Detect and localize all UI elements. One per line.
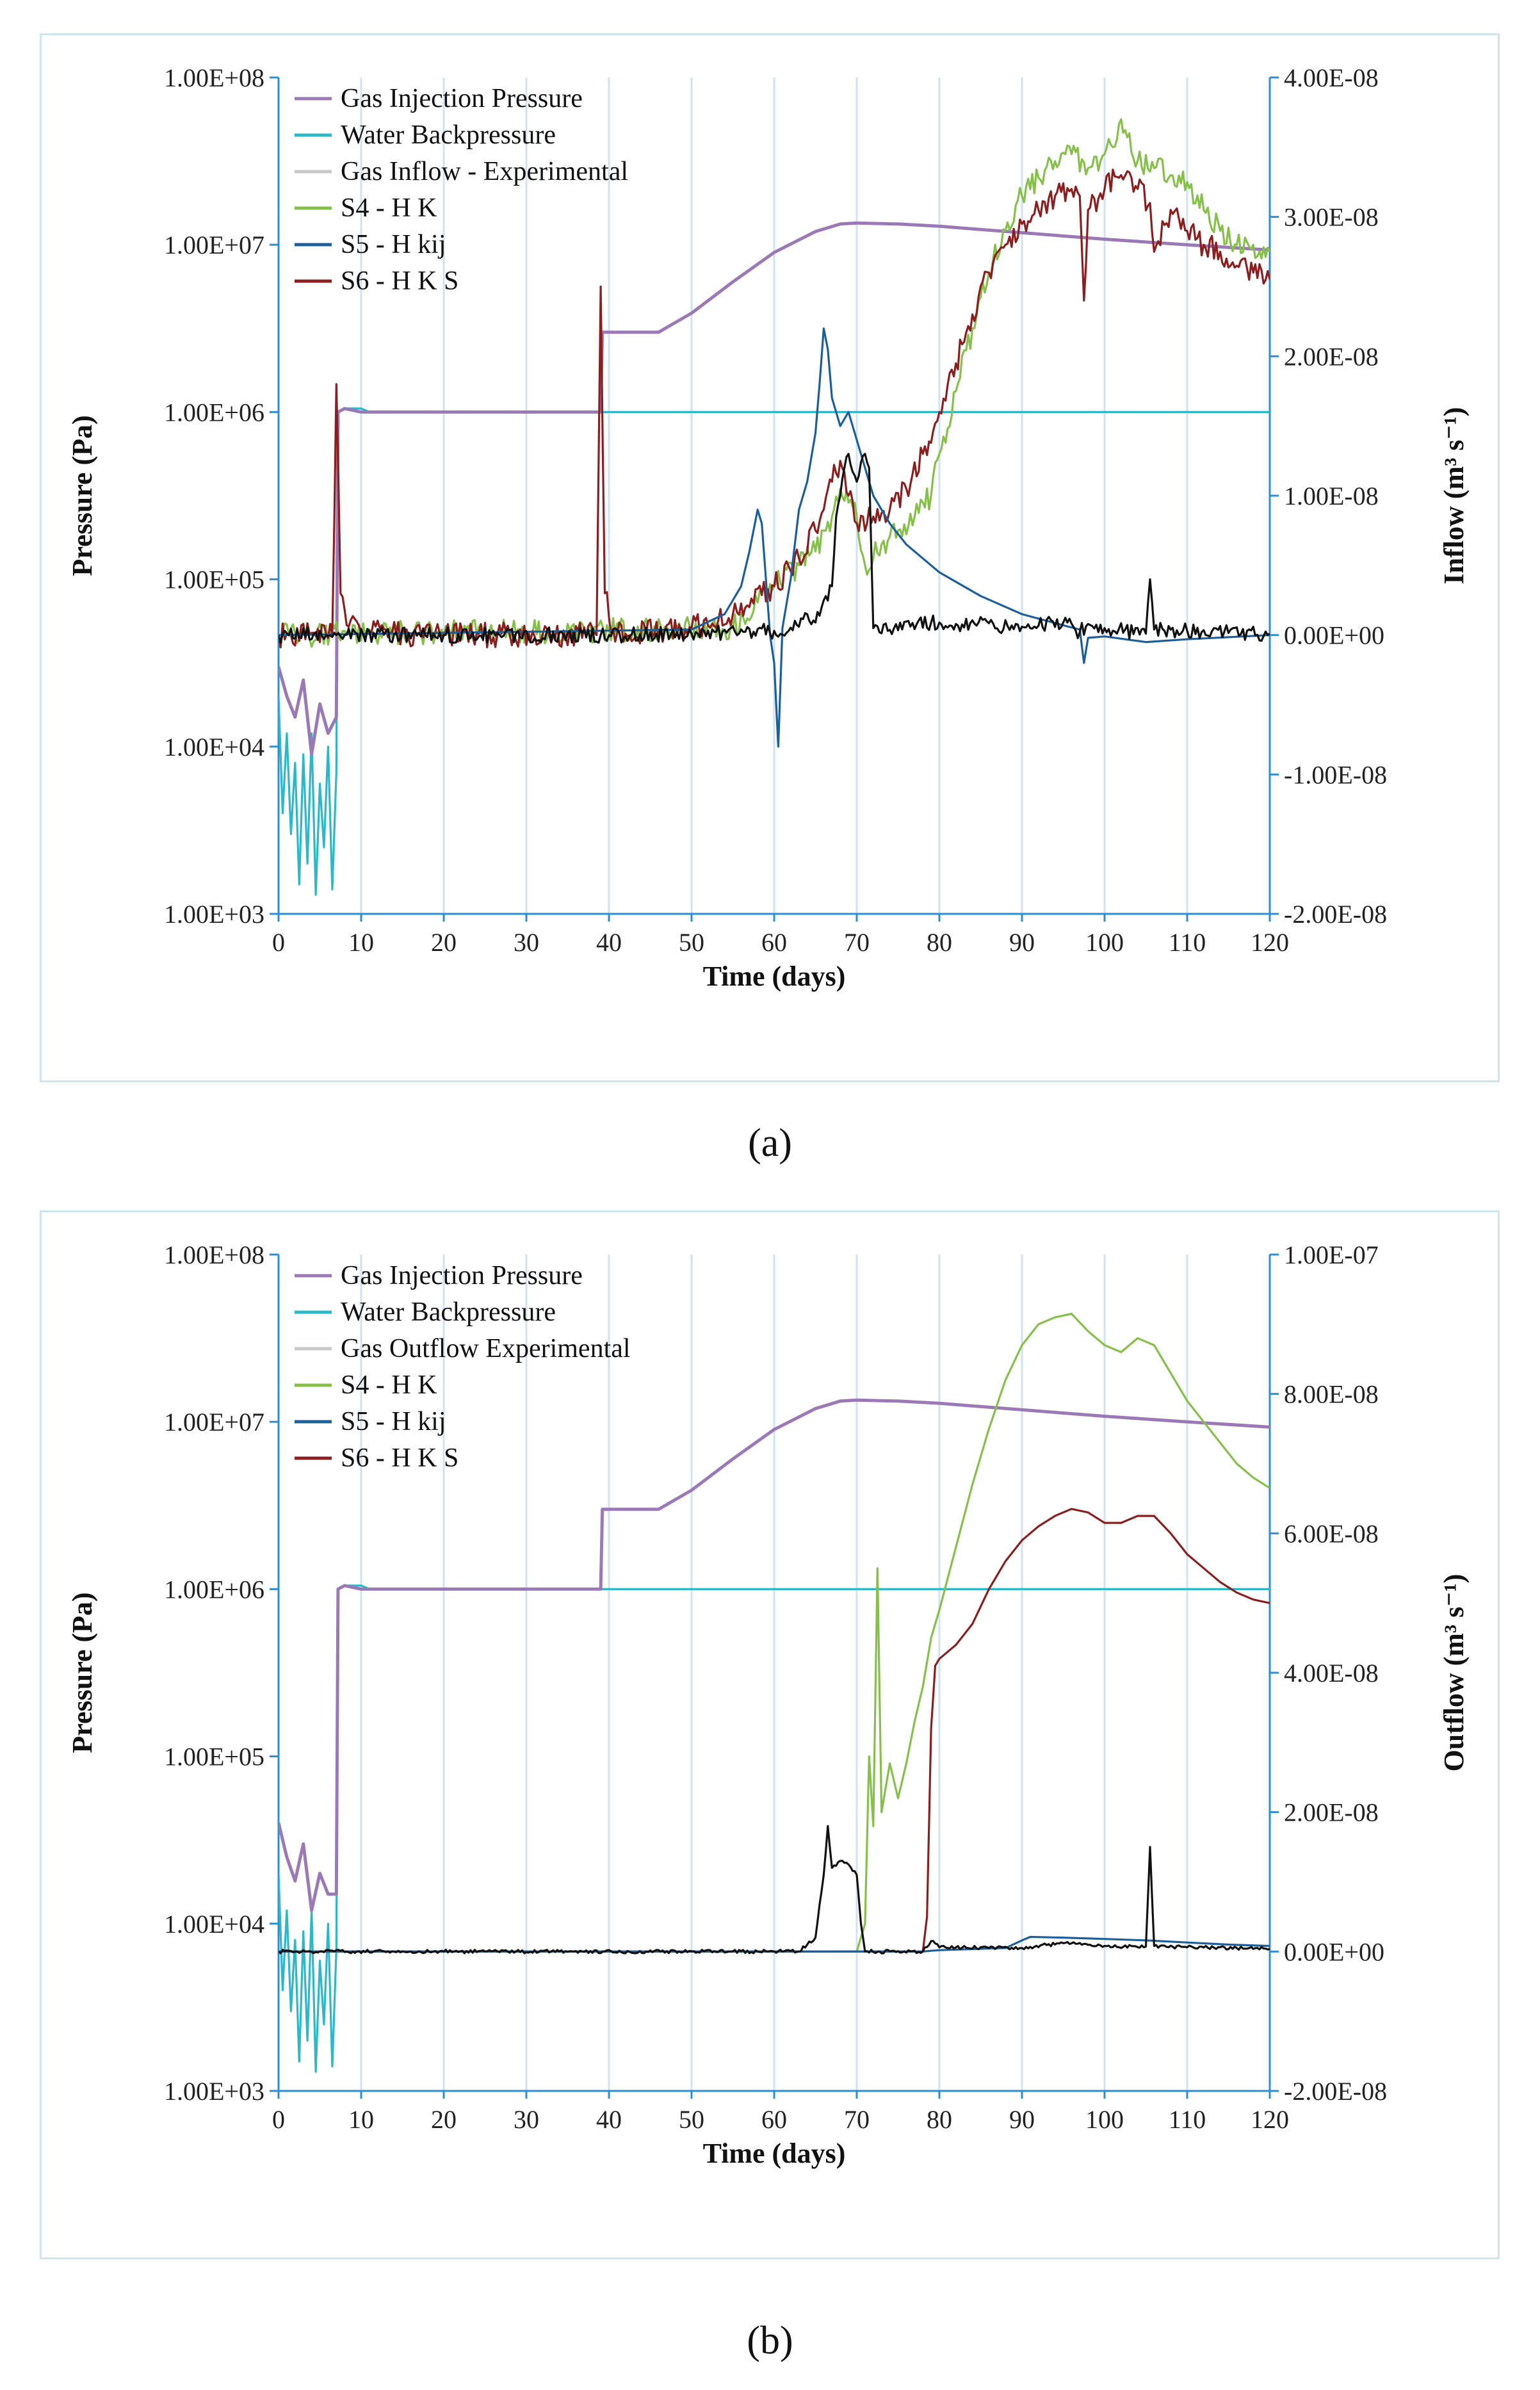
right-tick-label: -2.00E-08 <box>1284 2077 1387 2106</box>
left-tick-label: 1.00E+08 <box>164 63 264 92</box>
legend: Gas Injection Pressure Water Backpressure… <box>295 84 628 296</box>
x-tick-label: 90 <box>1009 2105 1035 2134</box>
x-tick-label: 80 <box>927 2105 952 2134</box>
series-line-s5-h-kij <box>279 1935 1270 1953</box>
x-tick-label: 30 <box>514 2105 539 2134</box>
left-tick-label: 1.00E+07 <box>164 231 264 259</box>
x-tick-label: 100 <box>1085 2105 1124 2134</box>
legend-label-gas-outflow-experimental: Gas Outflow Experimental <box>341 1334 631 1363</box>
x-tick-label: 120 <box>1251 2105 1289 2134</box>
legend-label-s6-h-k-s: S6 - H K S <box>341 1443 458 1473</box>
chart-b-svg: 1.00E+08 1.00E+07 1.00E+06 1.00E+05 1.00E+04… <box>67 1240 1470 2169</box>
left-tick-label: 1.00E+08 <box>164 1240 264 1269</box>
right-tick-label: 8.00E-08 <box>1284 1380 1379 1409</box>
legend-label-gas-inflow-experimental: Gas Inflow - Experimental <box>341 157 628 186</box>
x-tick-label: 70 <box>844 928 870 957</box>
x-tick-label: 40 <box>596 928 622 957</box>
x-axis-title: Time (days) <box>703 2138 846 2169</box>
right-tick-label: -1.00E-08 <box>1284 760 1387 789</box>
right-tick-label: 0.00E+00 <box>1284 621 1384 650</box>
right-axis-title: Inflow (m³ s⁻¹) <box>1438 407 1470 585</box>
chart-a-svg: 1.00E+08 1.00E+07 1.00E+06 1.00E+05 1.00E+04… <box>67 63 1470 992</box>
x-tick-label: 90 <box>1009 928 1035 957</box>
right-tick-label: 4.00E-08 <box>1284 63 1379 92</box>
x-tick-label: 20 <box>431 928 457 957</box>
x-tick-label: 20 <box>431 2105 457 2134</box>
x-tick-label: 60 <box>761 928 787 957</box>
left-axis-title: Pressure (Pa) <box>67 415 98 576</box>
right-tick-label: 2.00E-08 <box>1284 342 1379 371</box>
series-lines <box>279 118 1270 896</box>
left-tick-label: 1.00E+04 <box>164 1910 264 1939</box>
left-tick-label: 1.00E+04 <box>164 733 264 761</box>
right-tick-label: 4.00E-08 <box>1284 1659 1379 1687</box>
right-tick-label: -2.00E-08 <box>1284 900 1387 929</box>
legend-label-s4-h-k: S4 - H K <box>341 1370 437 1400</box>
legend-label-s5-h-kij: S5 - H kij <box>341 1407 446 1436</box>
right-tick-label: 3.00E-08 <box>1284 203 1379 232</box>
left-tick-label: 1.00E+06 <box>164 1575 264 1604</box>
x-tick-label: 0 <box>272 928 285 957</box>
x-tick-label: 100 <box>1085 928 1124 957</box>
x-tick-label: 60 <box>761 2105 787 2134</box>
x-tick-label: 110 <box>1169 928 1206 957</box>
legend-label-water-backpressure: Water Backpressure <box>341 1297 556 1327</box>
x-tick-label: 40 <box>596 2105 622 2134</box>
right-tick-label: 2.00E-08 <box>1284 1798 1379 1827</box>
legend-label-gas-injection-pressure: Gas Injection Pressure <box>341 1261 583 1290</box>
series-line-s4-h-k <box>279 1312 1270 1953</box>
x-tick-label: 120 <box>1251 928 1289 957</box>
legend-label-s4-h-k: S4 - H K <box>341 193 437 223</box>
legend: Gas Injection Pressure Water Backpressure… <box>295 1261 631 1473</box>
legend-label-s5-h-kij: S5 - H kij <box>341 230 446 259</box>
left-tick-label: 1.00E+05 <box>164 1743 264 1771</box>
caption-a: (a) <box>748 1121 792 1165</box>
left-tick-label: 1.00E+03 <box>164 900 264 929</box>
legend-label-s6-h-k-s: S6 - H K S <box>341 266 458 296</box>
legend-label-gas-injection-pressure: Gas Injection Pressure <box>341 84 583 113</box>
series-line-s5-h-kij <box>279 327 1270 748</box>
left-tick-label: 1.00E+07 <box>164 1408 264 1436</box>
caption-b: (b) <box>747 2319 793 2362</box>
right-tick-label: 0.00E+00 <box>1284 1937 1384 1966</box>
x-tick-label: 0 <box>272 2105 285 2134</box>
axes: 1.00E+08 1.00E+07 1.00E+06 1.00E+05 1.00E+04… <box>164 63 1387 957</box>
chart-panel-b: 1.00E+08 1.00E+07 1.00E+06 1.00E+05 1.00E+04… <box>40 1210 1500 2259</box>
x-tick-label: 10 <box>348 928 374 957</box>
x-tick-label: 50 <box>679 928 704 957</box>
x-tick-label: 10 <box>348 2105 374 2134</box>
axes: 1.00E+08 1.00E+07 1.00E+06 1.00E+05 1.00E+04… <box>164 1240 1387 2134</box>
left-tick-label: 1.00E+06 <box>164 398 264 427</box>
x-tick-label: 80 <box>927 928 952 957</box>
chart-panel-a: 1.00E+08 1.00E+07 1.00E+06 1.00E+05 1.00E+04… <box>40 33 1500 1082</box>
x-tick-label: 50 <box>679 2105 704 2134</box>
right-tick-label: 1.00E-08 <box>1284 482 1379 510</box>
legend-label-water-backpressure: Water Backpressure <box>341 120 556 150</box>
series-line-gas-inflow-experimental <box>279 453 1270 644</box>
series-line-gas-outflow-experimental <box>279 1825 1270 1955</box>
x-axis-title: Time (days) <box>703 961 846 992</box>
left-axis-title: Pressure (Pa) <box>67 1592 98 1753</box>
series-line-gas-injection-pressure <box>279 1398 1270 1912</box>
left-tick-label: 1.00E+05 <box>164 565 264 594</box>
left-tick-label: 1.00E+03 <box>164 2077 264 2106</box>
series-line-gas-injection-pressure <box>279 221 1270 756</box>
right-tick-label: 6.00E-08 <box>1284 1519 1379 1548</box>
x-tick-label: 30 <box>514 928 539 957</box>
series-lines <box>279 1312 1270 2073</box>
x-tick-label: 110 <box>1169 2105 1206 2134</box>
right-tick-label: 1.00E-07 <box>1284 1240 1379 1269</box>
x-tick-label: 70 <box>844 2105 870 2134</box>
right-axis-title: Outflow (m³ s⁻¹) <box>1438 1574 1470 1772</box>
series-line-s6-h-k-s <box>279 1508 1270 1953</box>
